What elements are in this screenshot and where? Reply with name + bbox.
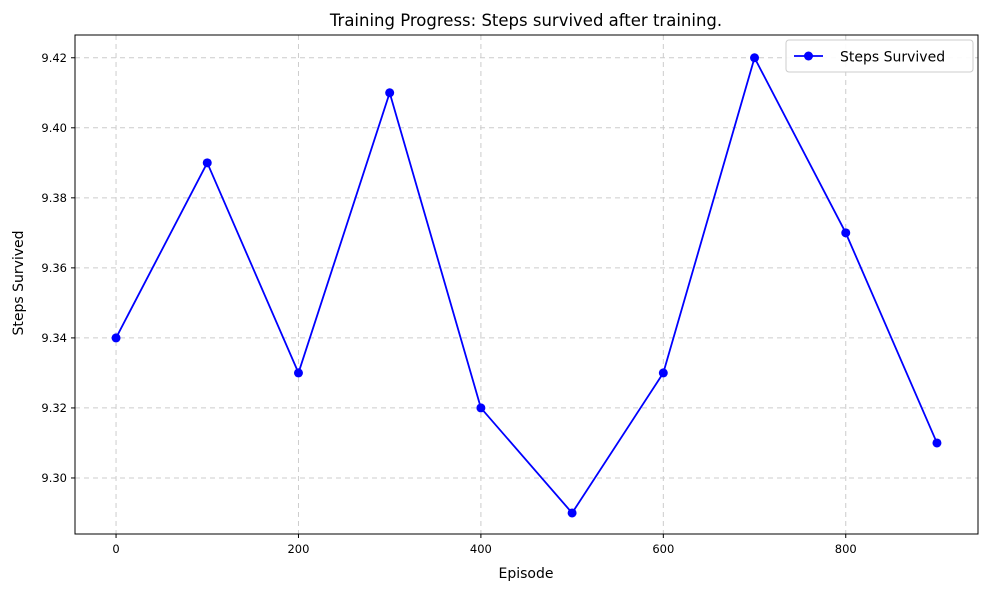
data-point xyxy=(476,403,486,413)
chart-title: Training Progress: Steps survived after … xyxy=(329,11,722,30)
series xyxy=(111,53,942,518)
data-point xyxy=(567,508,577,518)
y-tick-label: 9.30 xyxy=(41,471,67,485)
y-tick-label: 9.36 xyxy=(41,261,67,275)
x-tick-label: 400 xyxy=(470,542,492,556)
y-tick-label: 9.34 xyxy=(41,331,67,345)
data-point xyxy=(658,368,668,378)
legend: Steps Survived xyxy=(785,39,974,73)
data-point xyxy=(293,368,303,378)
grid xyxy=(75,35,978,534)
data-point xyxy=(932,438,942,448)
axes xyxy=(74,34,979,535)
y-tick-label: 9.40 xyxy=(41,121,67,135)
y-axis-label: Steps Survived xyxy=(11,230,27,335)
y-tick-label: 9.42 xyxy=(41,51,67,65)
y-tick-label: 9.32 xyxy=(41,401,67,415)
data-point xyxy=(111,333,121,343)
plot-frame xyxy=(74,34,979,535)
data-point xyxy=(841,228,851,238)
legend-marker-sample xyxy=(804,51,813,61)
x-tick-label: 600 xyxy=(652,542,674,556)
data-point xyxy=(385,88,395,98)
ticks: 0 200 400 600 800 9.30 9.32 9.34 9.36 9.38 9.40 9.4… xyxy=(41,51,856,556)
x-tick-label: 800 xyxy=(835,542,857,556)
legend-box xyxy=(785,39,974,73)
x-axis-label: Episode xyxy=(499,566,554,582)
y-tick-label: 9.38 xyxy=(41,191,67,205)
data-point xyxy=(750,53,760,63)
x-tick-label: 0 xyxy=(112,542,119,556)
series-line xyxy=(115,56,938,514)
legend-label: Steps Survived xyxy=(840,50,945,66)
x-tick-label: 200 xyxy=(287,542,309,556)
data-point xyxy=(202,158,212,168)
